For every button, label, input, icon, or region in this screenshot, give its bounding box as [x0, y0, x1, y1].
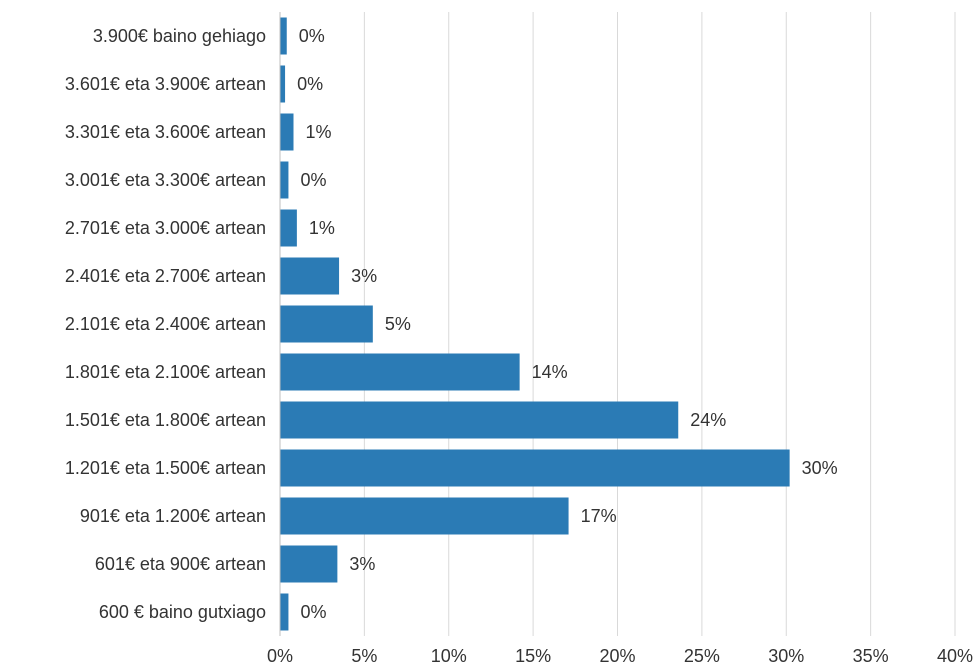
bar — [280, 305, 373, 343]
x-tick-label: 5% — [351, 646, 377, 666]
x-tick-label: 20% — [599, 646, 635, 666]
category-label: 901€ eta 1.200€ artean — [80, 506, 266, 526]
category-labels: 3.900€ baino gehiago 3.601€ eta 3.900€ ar… — [65, 26, 266, 622]
category-label: 601€ eta 900€ artean — [95, 554, 266, 574]
category-label: 1.201€ eta 1.500€ artean — [65, 458, 266, 478]
x-tick-label: 0% — [267, 646, 293, 666]
bar — [280, 17, 287, 55]
data-label: 17% — [581, 506, 617, 526]
x-tick-label: 35% — [853, 646, 889, 666]
data-label: 5% — [385, 314, 411, 334]
category-label: 600 € baino gutxiago — [99, 602, 266, 622]
category-label: 3.900€ baino gehiago — [93, 26, 266, 46]
data-label: 0% — [300, 602, 326, 622]
data-label: 1% — [306, 122, 332, 142]
x-tick-label: 30% — [768, 646, 804, 666]
gridlines — [363, 12, 956, 636]
bar — [280, 209, 297, 247]
category-label: 2.101€ eta 2.400€ artean — [65, 314, 266, 334]
category-label: 1.501€ eta 1.800€ artean — [65, 410, 266, 430]
bars — [280, 17, 790, 631]
bar — [280, 545, 338, 583]
bar — [280, 497, 569, 535]
category-label: 3.301€ eta 3.600€ artean — [65, 122, 266, 142]
bar — [280, 161, 289, 199]
data-label: 1% — [309, 218, 335, 238]
bar — [280, 353, 520, 391]
x-tick-labels: 0% 5% 10% 15% 20% 25% 30% 35% 40% — [267, 646, 973, 666]
category-label: 2.701€ eta 3.000€ artean — [65, 218, 266, 238]
data-label: 0% — [297, 74, 323, 94]
x-tick-label: 10% — [431, 646, 467, 666]
bar — [280, 593, 289, 631]
bar — [280, 257, 340, 295]
category-label: 3.001€ eta 3.300€ artean — [65, 170, 266, 190]
category-label: 2.401€ eta 2.700€ artean — [65, 266, 266, 286]
data-labels: 0% 0% 1% 0% 1% 3% 5% 14% 24% 30% 17% 3% 0% — [297, 26, 838, 622]
data-label: 30% — [802, 458, 838, 478]
x-tick-label: 40% — [937, 646, 973, 666]
data-label: 14% — [532, 362, 568, 382]
bar — [280, 65, 286, 103]
data-label: 3% — [349, 554, 375, 574]
x-tick-label: 15% — [515, 646, 551, 666]
bar — [280, 113, 294, 151]
data-label: 0% — [300, 170, 326, 190]
data-label: 0% — [299, 26, 325, 46]
category-label: 3.601€ eta 3.900€ artean — [65, 74, 266, 94]
bar — [280, 449, 790, 487]
category-label: 1.801€ eta 2.100€ artean — [65, 362, 266, 382]
x-tick-label: 25% — [684, 646, 720, 666]
data-label: 3% — [351, 266, 377, 286]
data-label: 24% — [690, 410, 726, 430]
bar — [280, 401, 679, 439]
